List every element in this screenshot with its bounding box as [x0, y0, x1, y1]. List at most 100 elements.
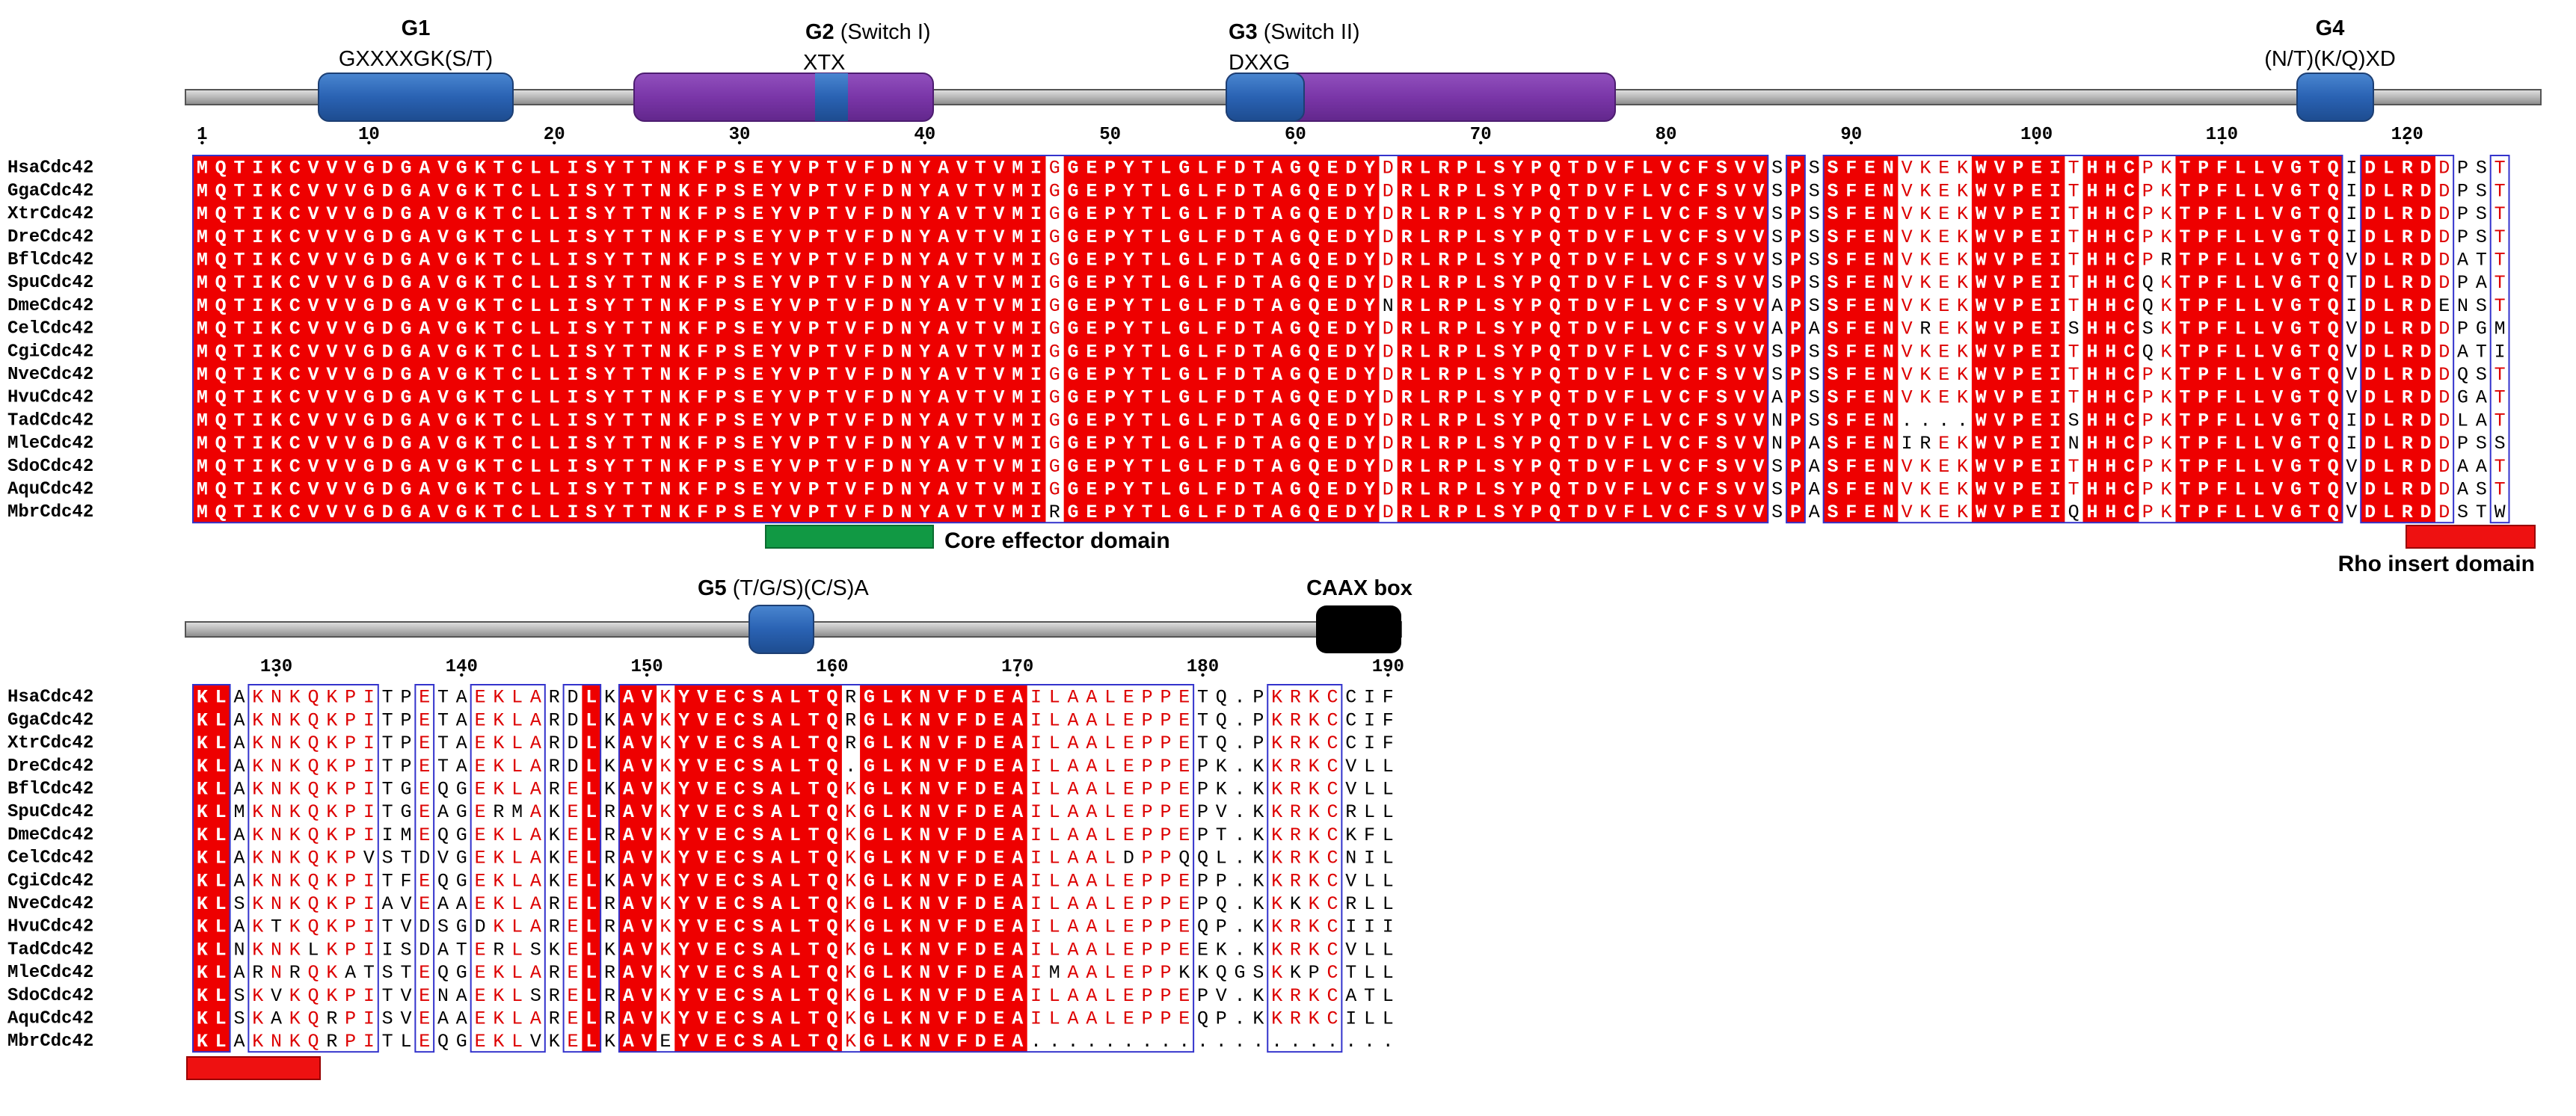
- identical-column-bg: [2120, 155, 2139, 523]
- identical-column-bg: [711, 155, 731, 523]
- species-name: HsaCdc42: [7, 688, 93, 708]
- conservation-frame: [1267, 684, 1343, 1053]
- species-name: CgiCdc42: [7, 342, 93, 362]
- identical-column-bg: [841, 155, 861, 523]
- identical-column-bg: [1249, 155, 1268, 523]
- identical-column-bg: [1137, 155, 1158, 523]
- species-name: MleCdc42: [7, 963, 93, 983]
- identical-column-bg: [1193, 155, 1213, 523]
- domain-map-1: [185, 73, 2542, 122]
- identical-column-bg: [2268, 155, 2287, 523]
- identical-column-bg: [618, 155, 639, 523]
- identical-column-bg: [971, 155, 991, 523]
- identical-column-bg: [730, 685, 749, 1052]
- ruler-tick: [737, 141, 742, 145]
- g2-detail: (Switch I): [840, 20, 931, 44]
- ruler-tick: [923, 141, 927, 145]
- identical-column-bg: [897, 155, 917, 523]
- identical-column-bg: [1008, 155, 1027, 523]
- g2-box: [815, 73, 848, 121]
- identical-column-bg: [656, 155, 675, 523]
- species-name: MbrCdc42: [7, 502, 93, 522]
- species-name: CelCdc42: [7, 319, 93, 339]
- species-name: TadCdc42: [7, 940, 93, 960]
- motif-labels-1: G1 GXXXXGK(S/T) G2 (Switch I) XTX G3 (Swit…: [339, 16, 2396, 75]
- g1-label: G1: [402, 16, 431, 40]
- identical-column-bg: [544, 155, 565, 523]
- conservation-frame: [618, 684, 1195, 1053]
- species-name: DmeCdc42: [7, 296, 93, 316]
- ruler-tick: [830, 673, 834, 677]
- identical-column-bg: [396, 155, 416, 523]
- identical-column-bg: [674, 685, 694, 1052]
- conservation-frame: [562, 684, 602, 1053]
- identical-column-bg: [1971, 155, 1991, 523]
- species-name: BflCdc42: [7, 780, 93, 800]
- identical-column-bg: [804, 155, 824, 523]
- rho-insert-bar-2: [186, 1056, 321, 1080]
- g4-label: G4: [2316, 16, 2345, 40]
- identical-column-bg: [1490, 155, 1509, 523]
- identical-column-bg: [1878, 155, 1899, 523]
- ruler-2: 130 140 150 160 170 180 190: [260, 657, 1404, 677]
- identical-column-bg: [1323, 155, 1342, 523]
- identical-column-bg: [785, 155, 805, 523]
- g5-label: G5: [698, 576, 727, 600]
- identical-column-bg: [989, 155, 1009, 523]
- identical-column-bg: [1564, 155, 1584, 523]
- species-name: TadCdc42: [7, 410, 93, 431]
- ruler-tick: [1849, 141, 1854, 145]
- identical-column-bg: [1749, 155, 1768, 523]
- identical-column-bg: [2194, 155, 2213, 523]
- identical-column-bg: [1175, 155, 1194, 523]
- species-name: XtrCdc42: [7, 204, 93, 224]
- identical-column-bg: [1601, 155, 1620, 523]
- identical-column-bg: [1990, 155, 2010, 523]
- switch1-box: [633, 73, 934, 122]
- identical-column-bg: [1101, 155, 1120, 523]
- ruler-tick: [1201, 673, 1205, 677]
- identical-column-bg: [934, 155, 953, 523]
- identical-column-bg: [1360, 155, 1380, 523]
- identical-column-bg: [1527, 155, 1546, 523]
- identical-column-bg: [1267, 155, 1287, 523]
- ruler-tick: [2220, 141, 2224, 145]
- ruler-tick: [460, 673, 464, 677]
- identical-column-bg: [1694, 155, 1713, 523]
- identical-column-bg: [230, 155, 249, 523]
- g2-motif: XTX: [803, 51, 845, 75]
- species-name: BflCdc42: [7, 250, 93, 271]
- core-effector-bar: [765, 525, 934, 549]
- identical-column-bg: [878, 685, 898, 1052]
- g4-motif: (N/T)(K/Q)XD: [2264, 47, 2396, 71]
- identical-column-bg: [415, 155, 434, 523]
- identical-column-bg: [2249, 155, 2269, 523]
- motif-labels-2: G5 (T/G/S)(C/S)A CAAX box: [698, 576, 1413, 600]
- identical-column-bg: [600, 155, 620, 523]
- ruler-tick: [2035, 141, 2038, 145]
- identical-column-bg: [2287, 155, 2306, 523]
- annotations-1: Core effector domain Rho insert domain: [765, 525, 2536, 576]
- identical-column-bg: [193, 155, 212, 523]
- ruler-tick: [1294, 141, 1297, 145]
- species-name: SdoCdc42: [7, 986, 93, 1006]
- identical-column-bg: [2008, 155, 2028, 523]
- ruler-1: 1 10 20 30 40 50 60 70 80 90 100 110 120: [197, 125, 2423, 145]
- identical-column-bg: [2231, 155, 2251, 523]
- identical-column-bg: [1156, 155, 1175, 523]
- identical-column-bg: [2175, 155, 2195, 523]
- identical-column-bg: [322, 155, 342, 523]
- identical-column-bg: [878, 155, 898, 523]
